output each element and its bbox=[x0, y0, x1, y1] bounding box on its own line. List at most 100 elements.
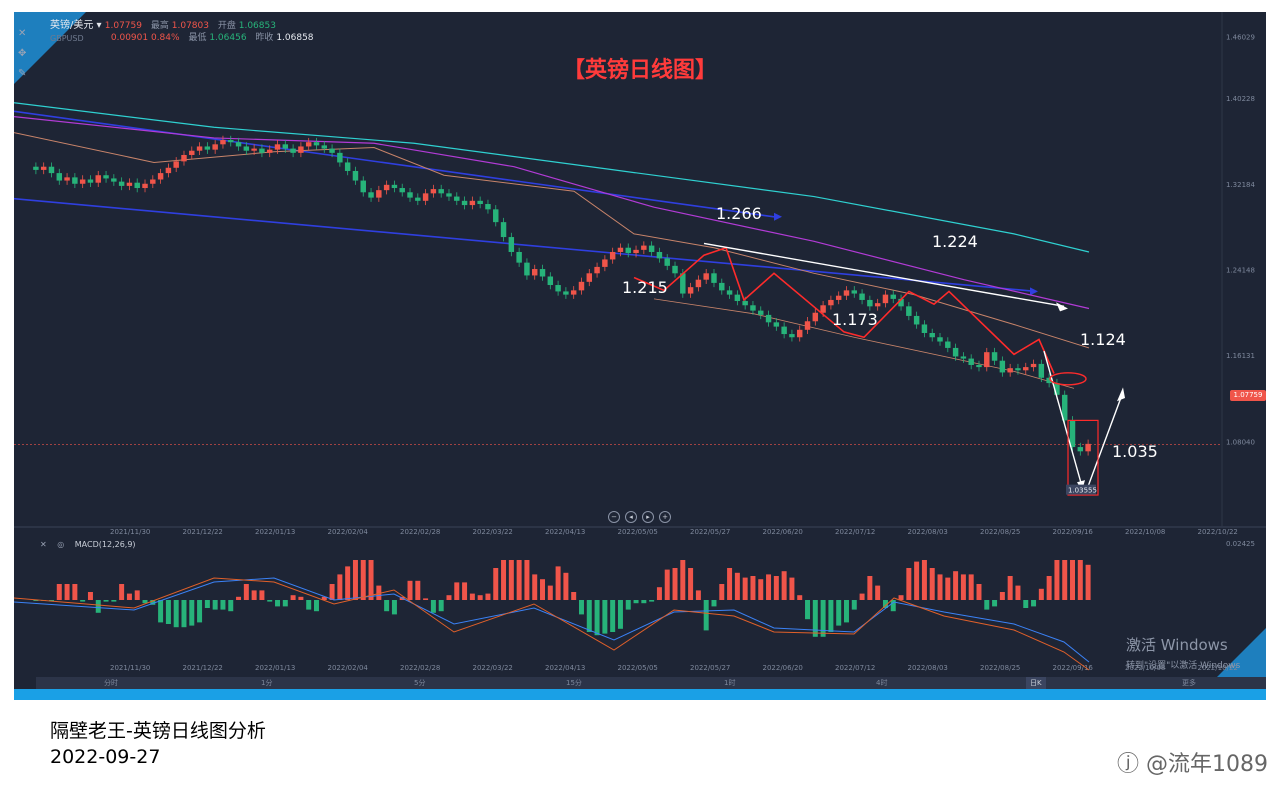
macd-date-tick-label: 2022/05/27 bbox=[690, 664, 730, 672]
macd-histogram-bar bbox=[898, 595, 904, 600]
channel-arrow-head bbox=[774, 212, 782, 221]
scroll-right-icon[interactable]: ▸ bbox=[642, 511, 654, 523]
macd-histogram-bar bbox=[243, 584, 249, 600]
macd-histogram-bar bbox=[540, 579, 546, 600]
macd-date-tick-label: 2022/07/12 bbox=[835, 664, 875, 672]
settings-icon[interactable]: ◎ bbox=[57, 540, 65, 549]
macd-histogram-bar bbox=[914, 561, 920, 600]
timeframe-tab-active[interactable]: 日K bbox=[1026, 677, 1046, 689]
candle bbox=[726, 290, 733, 295]
candle bbox=[399, 188, 405, 193]
candle bbox=[415, 197, 421, 201]
candle bbox=[1038, 363, 1045, 378]
timeframe-tab[interactable]: 5分 bbox=[414, 679, 426, 687]
macd-histogram-bar bbox=[337, 574, 343, 600]
candle bbox=[812, 312, 819, 322]
candle bbox=[212, 144, 218, 150]
macd-histogram-bar bbox=[953, 571, 959, 600]
candle bbox=[594, 266, 600, 274]
candle bbox=[251, 148, 257, 151]
date-tick-label: 2022/01/13 bbox=[255, 528, 295, 536]
zoom-out-icon[interactable]: − bbox=[608, 511, 620, 523]
candle bbox=[33, 166, 39, 170]
macd-histogram-bar bbox=[532, 574, 538, 600]
macd-date-tick-label: 2022/10/08 bbox=[1125, 664, 1165, 672]
macd-histogram-bar bbox=[290, 595, 296, 600]
macd-histogram-bar bbox=[960, 574, 966, 600]
candle bbox=[750, 305, 756, 311]
low-tag-label: 1.03555 bbox=[1068, 487, 1097, 495]
candle bbox=[539, 269, 546, 277]
timeframe-tab[interactable]: 1时 bbox=[724, 679, 736, 687]
candle bbox=[477, 200, 483, 205]
candle bbox=[984, 352, 990, 368]
timeframe-tab[interactable]: 4时 bbox=[876, 679, 888, 687]
current-price-tag: 1.07759 bbox=[1230, 390, 1266, 401]
candle bbox=[687, 287, 694, 294]
zoom-controls: − ◂ ▸ + bbox=[608, 511, 676, 523]
timeframe-tab[interactable]: 1分 bbox=[261, 679, 273, 687]
candle bbox=[430, 189, 437, 194]
macd-histogram-bar bbox=[158, 600, 164, 623]
candle bbox=[1046, 377, 1052, 384]
candle bbox=[142, 183, 148, 189]
scroll-left-icon[interactable]: ◂ bbox=[625, 511, 637, 523]
macd-histogram-bar bbox=[1046, 576, 1052, 600]
cursor-icon[interactable]: ✥ bbox=[18, 48, 27, 59]
close-icon[interactable]: ✕ bbox=[40, 540, 47, 549]
candle bbox=[789, 334, 795, 338]
macd-histogram-bar bbox=[282, 600, 288, 607]
side-toolbar: ✕ ✥ ✎ bbox=[18, 24, 26, 84]
macd-histogram-bar bbox=[672, 568, 678, 600]
candle bbox=[173, 161, 179, 168]
zoom-in-icon[interactable]: + bbox=[659, 511, 671, 523]
macd-histogram-bar bbox=[703, 600, 709, 631]
timeframe-tab[interactable]: 更多 bbox=[1182, 679, 1196, 687]
macd-histogram-bar bbox=[812, 600, 818, 637]
candle bbox=[703, 273, 709, 280]
candle bbox=[376, 190, 382, 198]
candle bbox=[804, 321, 811, 330]
date-tick-label: 2022/10/08 bbox=[1125, 528, 1165, 536]
candle bbox=[461, 200, 468, 206]
candle bbox=[368, 192, 374, 198]
annotation-1173: 1.173 bbox=[832, 310, 878, 329]
candle bbox=[999, 360, 1006, 373]
current-price: 1.07759 bbox=[104, 21, 142, 31]
candle bbox=[508, 237, 515, 252]
candle bbox=[469, 200, 476, 206]
candle bbox=[835, 295, 842, 300]
candle bbox=[563, 291, 569, 295]
macd-histogram-bar bbox=[1023, 600, 1029, 608]
candle bbox=[282, 144, 289, 149]
macd-histogram-bar bbox=[633, 600, 639, 604]
macd-histogram-bar bbox=[945, 577, 951, 600]
macd-histogram-bar bbox=[789, 577, 795, 600]
macd-histogram-bar bbox=[921, 560, 927, 600]
timeframe-tab[interactable]: 分时 bbox=[104, 679, 118, 687]
close-icon[interactable]: ✕ bbox=[18, 28, 27, 39]
candle bbox=[1007, 368, 1013, 373]
candle bbox=[1085, 443, 1091, 452]
symbol-name[interactable]: 英镑/美元 bbox=[50, 20, 94, 31]
macd-histogram-bar bbox=[103, 600, 109, 602]
macd-histogram-bar bbox=[423, 598, 429, 600]
macd-histogram-bar bbox=[1054, 560, 1060, 600]
macd-histogram-bar bbox=[516, 560, 522, 600]
macd-histogram-bar bbox=[859, 593, 865, 600]
candle bbox=[890, 294, 896, 299]
macd-histogram-bar bbox=[197, 600, 203, 623]
timeframe-tab[interactable]: 15分 bbox=[566, 679, 582, 687]
pencil-icon[interactable]: ✎ bbox=[18, 68, 27, 79]
candle bbox=[181, 154, 187, 162]
chart-canvas: 1.46029 1.40228 1.32184 1.24148 1.16131 1.080… bbox=[14, 12, 1266, 672]
macd-histogram-bar bbox=[999, 592, 1005, 600]
macd-axis-label: 0.02425 bbox=[1226, 540, 1255, 548]
low-label: 最低 bbox=[188, 33, 207, 43]
chevron-down-icon[interactable]: ▾ bbox=[93, 20, 105, 31]
candle bbox=[1030, 363, 1037, 368]
macd-line bbox=[14, 577, 1090, 671]
candle bbox=[781, 326, 787, 335]
macd-histogram-bar bbox=[1038, 588, 1044, 600]
macd-histogram-bar bbox=[430, 600, 436, 613]
